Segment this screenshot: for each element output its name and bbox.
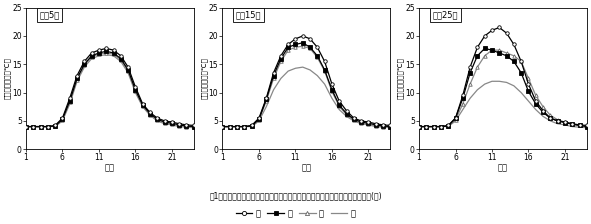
Legend: 南, 東, 西, 北: 南, 東, 西, 北	[235, 209, 356, 218]
Y-axis label: ハウス内気温（℃）: ハウス内気温（℃）	[201, 58, 207, 99]
Text: 尾斜15度: 尾斜15度	[236, 11, 261, 19]
Text: 尾斜5度: 尾斜5度	[40, 11, 60, 19]
Y-axis label: ハウス内気温（℃）: ハウス内気温（℃）	[4, 58, 11, 99]
X-axis label: 時刻: 時刻	[301, 164, 311, 173]
Y-axis label: ハウス内気温（℃）: ハウス内気温（℃）	[397, 58, 404, 99]
Text: 尾斜25度: 尾斜25度	[433, 11, 458, 19]
Text: 図1　尾斜角度の異なる斜面における各尾斜方位ごとのハウス内気温の日変化(冬): 図1 尾斜角度の異なる斜面における各尾斜方位ごとのハウス内気温の日変化(冬)	[209, 192, 382, 200]
X-axis label: 時刻: 時刻	[105, 164, 115, 173]
X-axis label: 時刻: 時刻	[498, 164, 508, 173]
